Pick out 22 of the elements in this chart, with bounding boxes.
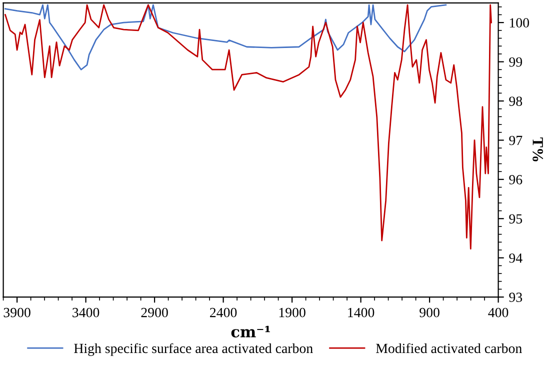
y-axis-title: T% bbox=[532, 138, 543, 162]
y-tick-label: 100 bbox=[510, 18, 530, 28]
x-tick-label: 1400 bbox=[348, 308, 374, 318]
x-axis-title: cm⁻¹ bbox=[231, 326, 270, 338]
line-series bbox=[4, 4, 447, 70]
x-tick-label: 900 bbox=[420, 308, 440, 318]
x-tick-label: 400 bbox=[488, 308, 508, 318]
x-tick-label: 2900 bbox=[141, 308, 168, 318]
x-tick-label: 3900 bbox=[4, 308, 30, 318]
y-tick-label: 99 bbox=[509, 57, 522, 67]
x-tick-label: 1900 bbox=[279, 308, 306, 318]
y-tick-label: 96 bbox=[509, 175, 522, 184]
y-tick-label: 97 bbox=[509, 136, 522, 146]
y-tick-label: 93 bbox=[509, 292, 522, 302]
y-tick-label: 98 bbox=[509, 96, 522, 106]
y-tick-label: 94 bbox=[509, 253, 522, 263]
x-tick-label: 2400 bbox=[210, 308, 237, 318]
y-tick-label: 95 bbox=[509, 214, 522, 224]
x-tick-label: 3400 bbox=[72, 308, 100, 318]
legend-label: High specific surface area activated carbon bbox=[74, 343, 313, 356]
line-series bbox=[4, 4, 492, 250]
legend-label: Modified activated carbon bbox=[376, 343, 522, 354]
